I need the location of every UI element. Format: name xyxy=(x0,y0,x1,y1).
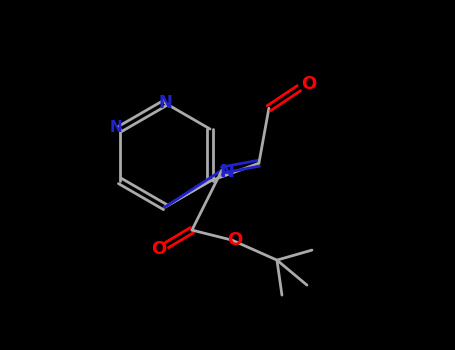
Text: O: O xyxy=(152,240,167,258)
Text: O: O xyxy=(228,231,243,249)
Text: N: N xyxy=(219,163,234,181)
Text: O: O xyxy=(301,75,317,93)
Text: N: N xyxy=(110,119,122,134)
Text: N: N xyxy=(158,94,172,112)
